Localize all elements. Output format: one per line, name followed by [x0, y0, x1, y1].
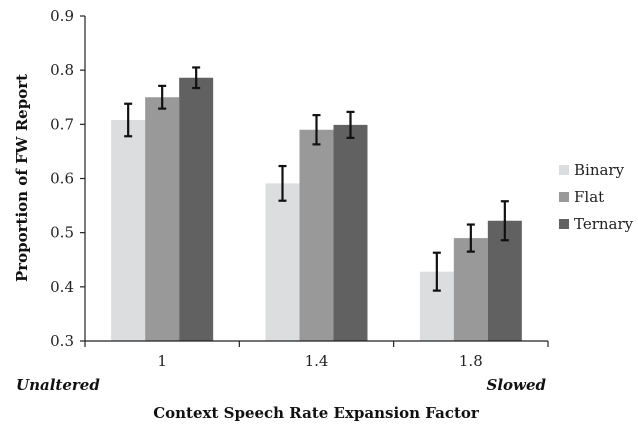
y-tick-label: 0.4	[50, 278, 74, 296]
error-bar-ternary-1	[346, 110, 355, 139]
error-bar-binary-2	[432, 251, 441, 292]
y-tick-label: 0.6	[50, 170, 74, 188]
error-bar-flat-1	[312, 114, 321, 146]
legend: Binary Flat Ternary	[559, 161, 634, 233]
bars	[111, 77, 522, 341]
y-tick-label: 0.7	[50, 115, 74, 133]
x-annotation-right: Slowed	[487, 376, 547, 394]
error-bar-ternary-0	[192, 66, 201, 90]
legend-label: Binary	[574, 161, 625, 179]
error-bar-flat-0	[158, 84, 167, 110]
bar-flat-0	[145, 97, 180, 341]
bar-binary-0	[111, 120, 146, 341]
y-tick-label: 0.8	[50, 61, 74, 79]
legend-swatch	[559, 219, 569, 229]
error-bar-flat-2	[466, 223, 475, 253]
legend-label: Ternary	[574, 215, 634, 233]
error-bar-ternary-2	[500, 200, 509, 242]
x-tick-label: 1.4	[305, 352, 329, 370]
legend-item-flat: Flat	[559, 188, 604, 206]
bar-ternary-1	[333, 124, 368, 341]
y-tick-label: 0.9	[50, 7, 74, 25]
legend-label: Flat	[574, 188, 604, 206]
y-axis-title: Proportion of FW Report	[13, 74, 31, 282]
error-bar-binary-1	[278, 164, 287, 202]
x-annotation-left: Unaltered	[16, 376, 100, 394]
bar-ternary-0	[179, 77, 214, 341]
y-tick-label: 0.5	[50, 224, 74, 242]
bar-flat-1	[299, 129, 334, 341]
bar-flat-2	[453, 238, 488, 341]
x-tick-label: 1.8	[459, 352, 483, 370]
legend-item-binary: Binary	[559, 161, 625, 179]
legend-item-ternary: Ternary	[559, 215, 634, 233]
bar-binary-1	[265, 183, 300, 341]
legend-swatch	[559, 165, 569, 175]
error-bar-binary-0	[124, 102, 133, 138]
x-axis-title: Context Speech Rate Expansion Factor	[153, 404, 480, 422]
error-bars	[124, 66, 509, 292]
y-tick-label: 0.3	[50, 332, 74, 350]
x-tick-label: 1	[157, 352, 167, 370]
y-axis-ticks: 0.3 0.4 0.5 0.6 0.7 0.8 0.9	[50, 7, 85, 350]
legend-swatch	[559, 192, 569, 202]
x-axis-ticks: 1 1.4 1.8	[84, 341, 549, 370]
